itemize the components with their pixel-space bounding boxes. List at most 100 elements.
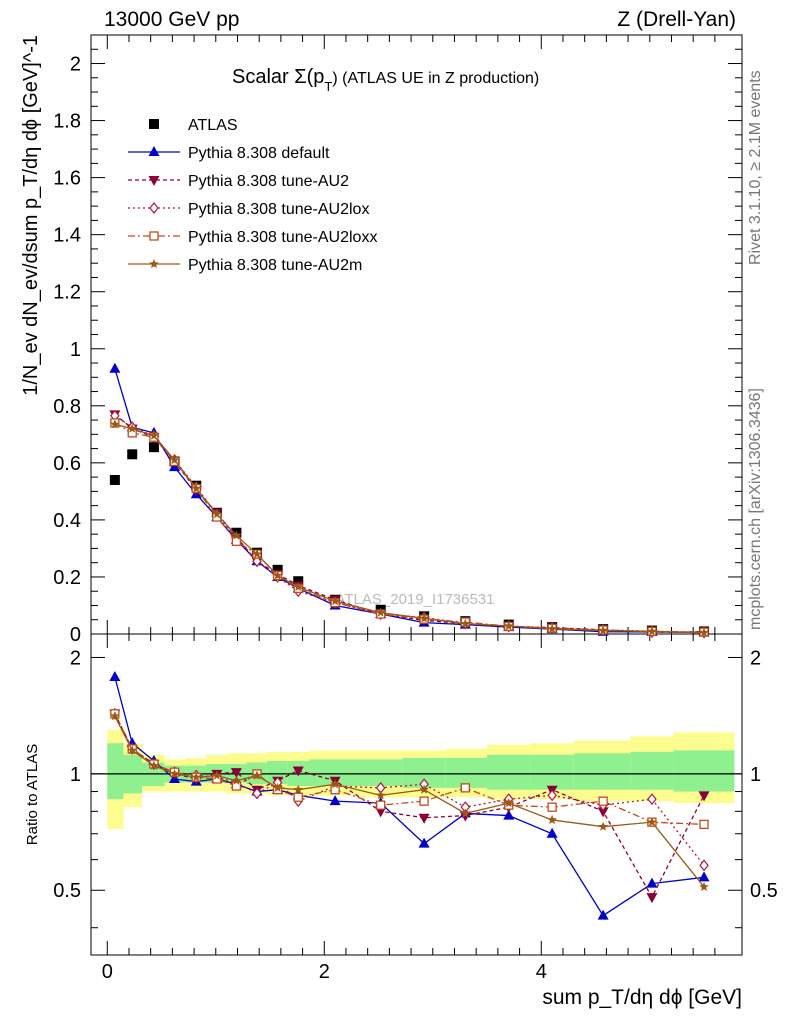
ratio-point-pythia-8-308-tune-au2m: [699, 881, 709, 891]
x-tick-label: 4: [536, 961, 547, 983]
ratio-point-pythia-8-308-tune-au2m: [149, 760, 159, 770]
ratio-point-pythia-8-308-tune-au2m: [127, 745, 137, 755]
ratio-point-pythia-8-308-tune-au2m: [598, 821, 608, 831]
data-point-pythia-8-308-tune-au2m: [419, 613, 429, 623]
ratio-plot-frame: [90, 633, 743, 956]
ratio-point-pythia-8-308-tune-au2m: [231, 775, 242, 785]
ratio-point-pythia-8-308-tune-au2loxx: [419, 796, 429, 806]
ratio-point-pythia-8-308-tune-au2loxx: [376, 800, 386, 810]
ratio-point-pythia-8-308-tune-au2m: [460, 808, 471, 818]
data-point-pythia-8-308-tune-au2m: [127, 423, 137, 433]
data-point-atlas: [109, 474, 120, 485]
legend-label-pythia-8-308-tune-au2lox: Pythia 8.308 tune-AU2lox: [188, 201, 369, 218]
ratio-y-axis-label: Ratio to ATLAS: [24, 744, 41, 845]
legend-marker-pythia-8-308-default: [148, 146, 160, 156]
legend-label-pythia-8-308-default: Pythia 8.308 default: [188, 145, 330, 162]
ratio-point-pythia-8-308-tune-au2loxx: [293, 792, 303, 802]
watermark-label: ATLAS_2019_I1736531: [335, 591, 494, 608]
legend-marker-pythia-8-308-tune-au2loxx: [149, 231, 159, 241]
legend-label-pythia-8-308-tune-au2: Pythia 8.308 tune-AU2: [188, 173, 349, 190]
legend-marker-pythia-8-308-tune-au2: [148, 176, 160, 186]
ratio-point-pythia-8-308-tune-au2lox: [699, 859, 709, 872]
header-right: Z (Drell-Yan): [617, 8, 736, 31]
data-point-pythia-8-308-tune-au2m: [330, 596, 340, 606]
ratio-y-tick-label: 1: [70, 764, 81, 786]
ratio-point-pythia-8-308-tune-au2: [698, 791, 710, 802]
ratio-point-pythia-8-308-tune-au2m: [375, 790, 386, 800]
y-tick-label: 1.8: [53, 111, 81, 133]
data-point-atlas: [148, 442, 159, 453]
ratio-point-pythia-8-308-tune-au2m: [212, 770, 222, 780]
data-point-pythia-8-308-tune-au2m: [293, 581, 303, 591]
ratio-point-pythia-8-308-tune-au2loxx: [699, 819, 709, 830]
ratio-point-pythia-8-308-tune-au2lox: [647, 793, 657, 806]
ratio-point-pythia-8-308-tune-au2m: [169, 768, 180, 778]
ratio-point-pythia-8-308-tune-au2: [375, 807, 387, 818]
ratio-point-pythia-8-308-tune-au2m: [252, 770, 262, 780]
data-point-pythia-8-308-tune-au2m: [110, 419, 120, 429]
data-point-atlas: [293, 576, 304, 587]
ratio-point-pythia-8-308-default: [503, 809, 515, 820]
y-tick-label: 0.8: [53, 396, 81, 418]
legend-marker-pythia-8-308-tune-au2m: [149, 259, 159, 269]
ratio-point-pythia-8-308-default: [546, 827, 558, 838]
ratio-y-tick-label-right: 0.5: [750, 880, 778, 902]
ratio-point-pythia-8-308-tune-au2loxx: [598, 796, 608, 806]
ratio-point-pythia-8-308-default: [597, 909, 609, 920]
data-point-atlas: [127, 449, 138, 460]
ratio-point-pythia-8-308-tune-au2m: [110, 711, 120, 721]
y-tick-label: 2: [70, 54, 81, 76]
data-point-atlas: [272, 564, 283, 575]
ratio-band-green: [530, 754, 574, 790]
ratio-point-pythia-8-308-tune-au2: [459, 811, 471, 822]
ratio-band-green: [445, 757, 488, 788]
y-tick-label: 1.4: [53, 225, 81, 247]
header-left: 13000 GeV pp: [104, 8, 240, 31]
ratio-point-pythia-8-308-tune-au2m: [330, 779, 340, 789]
ratio-point-pythia-8-308-default: [646, 877, 658, 888]
data-point-pythia-8-308-tune-au2m: [375, 607, 386, 617]
ratio-y-tick-label-right: 2: [750, 647, 761, 669]
ratio-point-pythia-8-308-tune-au2m: [547, 814, 557, 824]
ratio-point-pythia-8-308-tune-au2: [646, 893, 658, 904]
ratio-point-pythia-8-308-tune-au2loxx: [330, 785, 340, 795]
data-point-pythia-8-308-tune-au2m: [169, 455, 180, 465]
data-point-pythia-8-308-tune-au2m: [252, 549, 262, 559]
data-point-pythia-8-308-tune-au2m: [460, 618, 471, 628]
y-axis-label: 1/N_ev dN_ev/dsum p_T/dη dϕ [GeV]^-1: [20, 35, 42, 396]
ratio-y-tick-label: 2: [70, 647, 81, 669]
y-tick-label: 0.4: [53, 510, 81, 532]
ratio-point-pythia-8-308-default: [418, 837, 430, 848]
data-point-pythia-8-308-tune-au2m: [699, 627, 709, 637]
x-tick-label: 2: [319, 961, 330, 983]
x-axis-label: sum p_T/dη dϕ [GeV]: [542, 986, 742, 1009]
ratio-point-pythia-8-308-tune-au2m: [191, 772, 202, 782]
ratio-y-tick-label-right: 1: [750, 764, 761, 786]
legend-label-pythia-8-308-tune-au2m: Pythia 8.308 tune-AU2m: [188, 257, 362, 274]
legend-marker-atlas: [149, 119, 159, 129]
ratio-band-green: [630, 751, 674, 790]
ratio-band-green: [573, 753, 631, 790]
data-point-pythia-8-308-tune-au2m: [547, 623, 557, 633]
ratio-band-green: [673, 750, 735, 792]
ratio-point-pythia-8-308-tune-au2m: [293, 784, 303, 794]
y-tick-label: 1.6: [53, 168, 81, 190]
ratio-band-green: [487, 754, 531, 790]
ratio-point-pythia-8-308-tune-au2: [292, 766, 304, 777]
data-point-pythia-8-308-tune-au2m: [503, 621, 514, 631]
legend-label-atlas: ATLAS: [188, 117, 238, 134]
y-tick-label: 1.2: [53, 282, 81, 304]
ratio-point-pythia-8-308-tune-au2loxx: [460, 783, 470, 793]
data-point-pythia-8-308-tune-au2m: [647, 626, 657, 636]
ratio-band-green: [358, 759, 403, 787]
plot-title: Scalar Σ(pT) (ATLAS UE in Z production): [232, 66, 539, 94]
data-point-pythia-8-308-tune-au2m: [191, 483, 202, 493]
ratio-y-tick-label: 0.5: [53, 880, 81, 902]
data-point-pythia-8-308-tune-au2m: [212, 509, 222, 519]
y-tick-label: 0.6: [53, 453, 81, 475]
ratio-point-pythia-8-308-tune-au2: [230, 768, 242, 779]
data-point-pythia-8-308-tune-au2m: [272, 570, 283, 580]
ratio-point-pythia-8-308-default: [698, 871, 710, 882]
ratio-point-pythia-8-308-tune-au2loxx: [547, 802, 557, 812]
